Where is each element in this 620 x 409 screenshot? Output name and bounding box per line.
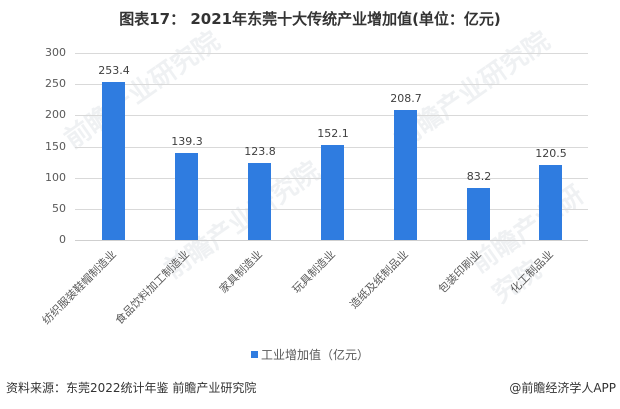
- bar-furniture: [248, 163, 271, 240]
- y-tick-label: 200: [45, 108, 66, 121]
- gridline-300: [75, 53, 588, 54]
- bar-food: [175, 153, 198, 240]
- bar-value-label: 152.1: [317, 127, 349, 140]
- x-category-label: 食品饮料加工制造业: [112, 247, 192, 327]
- bar-value-label: 208.7: [390, 92, 422, 105]
- bar-value-label: 139.3: [171, 135, 203, 148]
- bar-packaging: [467, 188, 490, 240]
- bar-chemical: [539, 165, 562, 240]
- legend-label: 工业增加值（亿元）: [260, 348, 369, 362]
- y-tick-label: 50: [52, 202, 66, 215]
- bar-paper: [394, 110, 417, 240]
- gridline-200: [75, 115, 588, 116]
- chart-legend: 工业增加值（亿元）: [0, 346, 620, 363]
- y-tick-label: 250: [45, 77, 66, 90]
- x-category-label: 家具制造业: [216, 247, 265, 296]
- credit-note: @前瞻经济学人APP: [509, 381, 616, 395]
- x-category-label: 纺织服装鞋帽制造业: [39, 247, 119, 327]
- x-axis-baseline: [75, 240, 588, 241]
- gridline-250: [75, 84, 588, 85]
- bar-textile: [102, 82, 125, 240]
- bar-value-label: 83.2: [466, 170, 492, 183]
- x-category-label: 化工制品业: [507, 247, 556, 296]
- x-category-label: 包装印刷业: [435, 247, 484, 296]
- y-tick-label: 150: [45, 140, 66, 153]
- bar-toy: [321, 145, 344, 240]
- y-tick-label: 300: [45, 46, 66, 59]
- y-tick-label: 100: [45, 171, 66, 184]
- legend-swatch-icon: [250, 351, 258, 358]
- x-category-label: 造纸及纸制品业: [347, 247, 411, 312]
- bar-value-label: 123.8: [244, 145, 276, 158]
- source-note: 资料来源：东莞2022统计年鉴 前瞻产业研究院: [6, 381, 257, 395]
- bar-value-label: 120.5: [535, 147, 567, 160]
- chart-title: 图表17： 2021年东莞十大传统产业增加值(单位：亿元): [119, 10, 501, 28]
- bar-value-label: 253.4: [98, 64, 130, 77]
- x-category-label: 玩具制造业: [289, 247, 338, 296]
- y-tick-label: 0: [59, 233, 66, 246]
